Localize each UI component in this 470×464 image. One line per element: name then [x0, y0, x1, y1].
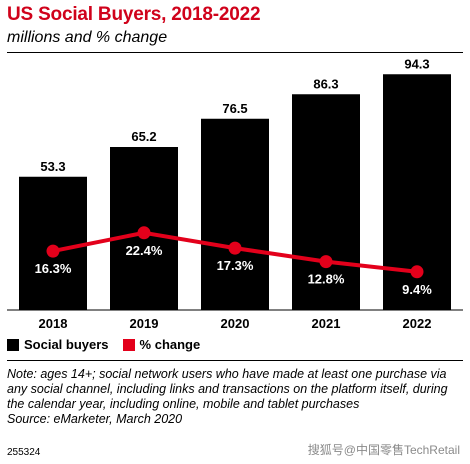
- note-text: Note: ages 14+; social network users who…: [7, 367, 448, 411]
- legend: Social buyers % change: [7, 337, 214, 352]
- pct-change-point: [137, 226, 151, 240]
- chart-area: 53.3 65.2 76.5 86.3 94.3 2018 2019 2020 2021 2022…: [7, 56, 463, 331]
- pct-change-point: [46, 244, 60, 258]
- pct-change-label: 9.4%: [402, 282, 432, 297]
- bar-value-label: 65.2: [131, 129, 156, 144]
- bar-2018: [19, 176, 87, 310]
- pct-change-label: 22.4%: [126, 243, 163, 258]
- legend-label-pct-change: % change: [139, 337, 201, 352]
- pct-change-point: [228, 241, 242, 255]
- chart-title: US Social Buyers, 2018-2022: [7, 4, 261, 25]
- bar-value-label: 76.5: [222, 101, 247, 116]
- chart-code: 255324: [7, 447, 41, 458]
- top-rule: [7, 52, 463, 53]
- pct-change-label: 12.8%: [308, 272, 345, 287]
- bar-value-label: 94.3: [404, 56, 429, 71]
- bar-value-label: 53.3: [40, 159, 65, 174]
- pct-change-point: [410, 265, 424, 279]
- chart-subtitle: millions and % change: [7, 29, 168, 46]
- x-tick-label: 2020: [221, 316, 250, 331]
- legend-label-social-buyers: Social buyers: [24, 337, 109, 352]
- bar-value-label: 86.3: [313, 76, 338, 91]
- pct-change-point: [319, 255, 333, 269]
- footnote: Note: ages 14+; social network users who…: [7, 367, 463, 427]
- x-tick-label: 2022: [403, 316, 432, 331]
- pct-change-label: 17.3%: [217, 258, 254, 273]
- watermark: 搜狐号@中国零售TechRetail: [307, 443, 460, 457]
- legend-swatch-pct-change: [122, 338, 135, 351]
- source-text: Source: eMarketer, March 2020: [7, 412, 183, 426]
- legend-swatch-social-buyers: [7, 338, 19, 351]
- pct-change-label: 16.3%: [35, 261, 72, 276]
- bar-2020: [201, 118, 269, 310]
- legend-item-social-buyers: Social buyers: [7, 337, 109, 352]
- x-tick-label: 2021: [312, 316, 341, 331]
- x-tick-label: 2018: [39, 316, 68, 331]
- x-tick-label: 2019: [130, 316, 159, 331]
- middle-rule: [7, 360, 463, 361]
- legend-item-pct-change: % change: [122, 337, 201, 352]
- bar-2021: [292, 94, 360, 310]
